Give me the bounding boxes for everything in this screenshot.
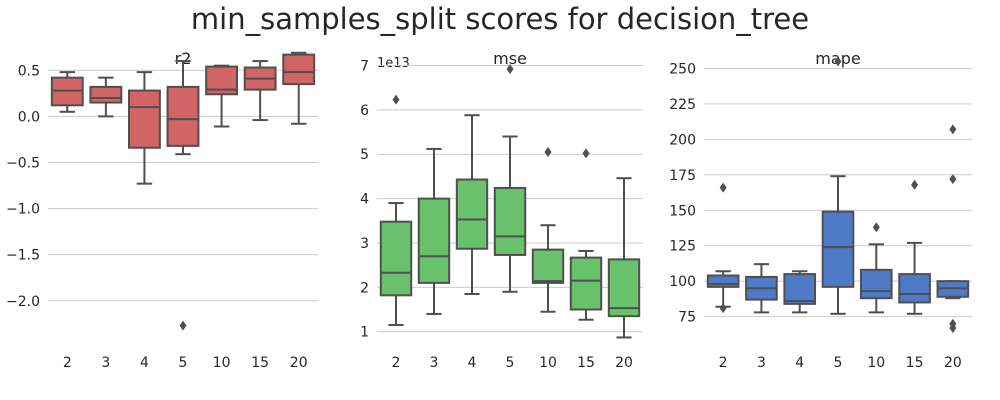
y-tick-label: 7: [360, 59, 369, 75]
x-tick-label: 4: [468, 355, 477, 371]
outlier-point: [719, 182, 727, 193]
x-tick-label: 5: [834, 355, 843, 371]
y-tick-label: 3: [360, 236, 369, 252]
y-tick-label: 200: [669, 132, 696, 148]
outlier-point: [949, 322, 957, 333]
x-tick-label: 5: [506, 355, 515, 371]
box: [166, 85, 200, 147]
x-tick-label: 10: [539, 355, 557, 371]
figure-title: min_samples_split scores for decision_tr…: [190, 2, 810, 36]
panel-title: r2: [175, 49, 192, 68]
x-tick-label: 2: [392, 355, 401, 371]
box: [706, 274, 740, 288]
y-tick-label: −2.0: [6, 294, 40, 310]
y-tick-label: −1.0: [6, 202, 40, 218]
box: [859, 268, 893, 300]
box: [569, 256, 603, 311]
outlier-point: [719, 303, 727, 314]
box: [607, 258, 641, 318]
y-tick-label: 125: [669, 239, 696, 255]
x-tick-label: 15: [577, 355, 595, 371]
axis-offset-label: 1e13: [377, 56, 410, 71]
box: [89, 85, 123, 104]
x-tick-label: 20: [944, 355, 962, 371]
outlier-point: [834, 56, 842, 67]
x-tick-label: 3: [101, 355, 110, 371]
outlier-point: [872, 222, 880, 233]
box: [783, 273, 817, 305]
x-tick-label: 3: [430, 355, 439, 371]
y-tick-label: 150: [669, 203, 696, 219]
box: [821, 210, 855, 288]
x-tick-label: 15: [251, 355, 269, 371]
box: [898, 273, 931, 304]
box: [282, 53, 316, 86]
outlier-point: [392, 94, 400, 105]
y-tick-label: −0.5: [6, 155, 40, 171]
y-tick-label: 6: [360, 103, 369, 119]
box: [128, 89, 161, 149]
x-tick-label: 20: [290, 355, 308, 371]
x-tick-label: 15: [906, 355, 924, 371]
y-tick-label: 225: [669, 97, 696, 113]
outlier-point: [949, 174, 957, 185]
x-tick-label: 4: [795, 355, 804, 371]
x-tick-label: 2: [719, 355, 728, 371]
y-tick-label: 0.5: [18, 63, 40, 79]
y-tick-label: 5: [360, 147, 369, 163]
y-tick-label: 4: [360, 192, 369, 208]
outlier-point: [179, 320, 187, 331]
outlier-point: [506, 64, 514, 75]
x-tick-label: 4: [140, 355, 149, 371]
y-tick-label: 2: [360, 280, 369, 296]
panel-title: mse: [493, 49, 527, 68]
x-tick-label: 20: [615, 355, 633, 371]
box: [417, 197, 451, 284]
box: [455, 178, 489, 250]
x-tick-label: 10: [867, 355, 885, 371]
outlier-point: [544, 147, 552, 158]
y-tick-label: 1: [360, 325, 369, 341]
box: [531, 248, 565, 284]
y-tick-label: 100: [669, 274, 696, 290]
x-tick-label: 3: [757, 355, 766, 371]
outlier-point: [949, 124, 957, 135]
x-tick-label: 2: [63, 355, 72, 371]
y-tick-label: 250: [669, 61, 696, 77]
x-tick-label: 10: [213, 355, 231, 371]
outlier-point: [582, 148, 590, 159]
y-tick-label: 75: [678, 310, 696, 326]
y-tick-label: 0.0: [18, 109, 40, 125]
box: [493, 186, 527, 256]
box: [379, 220, 413, 297]
y-tick-label: 175: [669, 168, 696, 184]
y-tick-label: −1.5: [6, 248, 40, 264]
x-tick-label: 5: [179, 355, 188, 371]
outlier-point: [911, 179, 919, 190]
